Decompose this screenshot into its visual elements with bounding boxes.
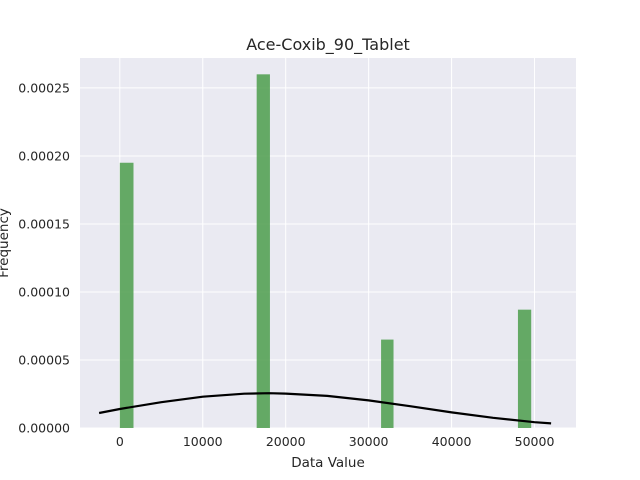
y-tick-label: 0.00005 bbox=[18, 352, 70, 367]
y-axis-label: Frequency bbox=[0, 208, 12, 278]
histogram-bar bbox=[119, 162, 134, 428]
density-curve-group bbox=[98, 392, 552, 425]
histogram-bar bbox=[381, 339, 394, 428]
x-tick-label: 30000 bbox=[349, 434, 389, 449]
histogram-bar bbox=[517, 309, 532, 428]
histogram-bars bbox=[119, 74, 532, 428]
x-tick-label: 20000 bbox=[266, 434, 306, 449]
density-curve bbox=[98, 392, 552, 425]
y-tick-label: 0.00020 bbox=[18, 148, 70, 163]
y-tick-label: 0.00000 bbox=[18, 421, 70, 436]
x-axis-ticks: 0 10000 20000 30000 40000 50000 bbox=[116, 434, 555, 449]
x-tick-label: 40000 bbox=[432, 434, 472, 449]
x-tick-label: 0 bbox=[116, 434, 124, 449]
histogram-bar bbox=[256, 74, 270, 428]
plot-background bbox=[80, 58, 576, 428]
y-tick-label: 0.00015 bbox=[18, 216, 70, 231]
x-axis-label: Data Value bbox=[291, 455, 365, 471]
y-tick-label: 0.00010 bbox=[18, 284, 70, 299]
y-axis-ticks: 0.00000 0.00005 0.00010 0.00015 0.00020 0.000… bbox=[18, 80, 70, 435]
x-tick-label: 10000 bbox=[183, 434, 223, 449]
y-tick-label: 0.00025 bbox=[18, 80, 70, 95]
x-tick-label: 50000 bbox=[515, 434, 555, 449]
chart-title: Ace-Coxib_90_Tablet bbox=[246, 35, 410, 55]
grid-lines bbox=[80, 58, 576, 429]
